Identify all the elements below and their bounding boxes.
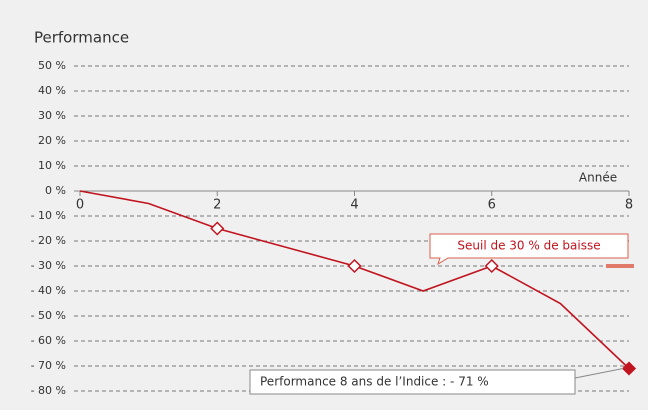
y-tick-label: - 60 % <box>31 334 66 347</box>
y-tick-label: - 30 % <box>31 259 66 272</box>
x-axis-label: Année <box>579 171 617 185</box>
point-marker <box>621 361 637 376</box>
callout-box <box>249 369 576 395</box>
y-tick-label: - 80 % <box>31 384 66 397</box>
y-tick-label: 20 % <box>38 134 66 147</box>
y-tick-label: - 20 % <box>31 234 66 247</box>
callout-box <box>429 233 629 266</box>
point-marker <box>347 258 362 274</box>
y-tick-label: - 10 % <box>31 209 66 222</box>
y-tick-label: - 40 % <box>31 284 66 297</box>
point-marker <box>484 258 499 274</box>
y-tick-label: - 50 % <box>31 309 66 322</box>
y-tick-label: 50 % <box>38 59 66 72</box>
y-tick-label: 30 % <box>38 109 66 122</box>
x-tick-label: 2 <box>213 198 221 213</box>
callout-pointer <box>574 368 624 379</box>
threshold-label: Seuil de 30 % de baisse <box>457 239 600 253</box>
y-tick-label: 10 % <box>38 159 66 172</box>
point-marker <box>210 221 225 236</box>
y-tick-label: 0 % <box>45 184 66 197</box>
series-line <box>79 190 630 370</box>
x-tick-label: 4 <box>350 198 358 213</box>
x-tick-label: 6 <box>488 198 496 213</box>
x-tick-label: 8 <box>625 198 633 213</box>
final-annotation: Performance 8 ans de l’Indice : - 71 % <box>260 375 489 389</box>
x-tick-label: 0 <box>76 198 84 213</box>
chart-title: Performance <box>34 29 129 47</box>
y-tick-label: 40 % <box>38 84 66 97</box>
y-tick-label: - 70 % <box>31 359 66 372</box>
